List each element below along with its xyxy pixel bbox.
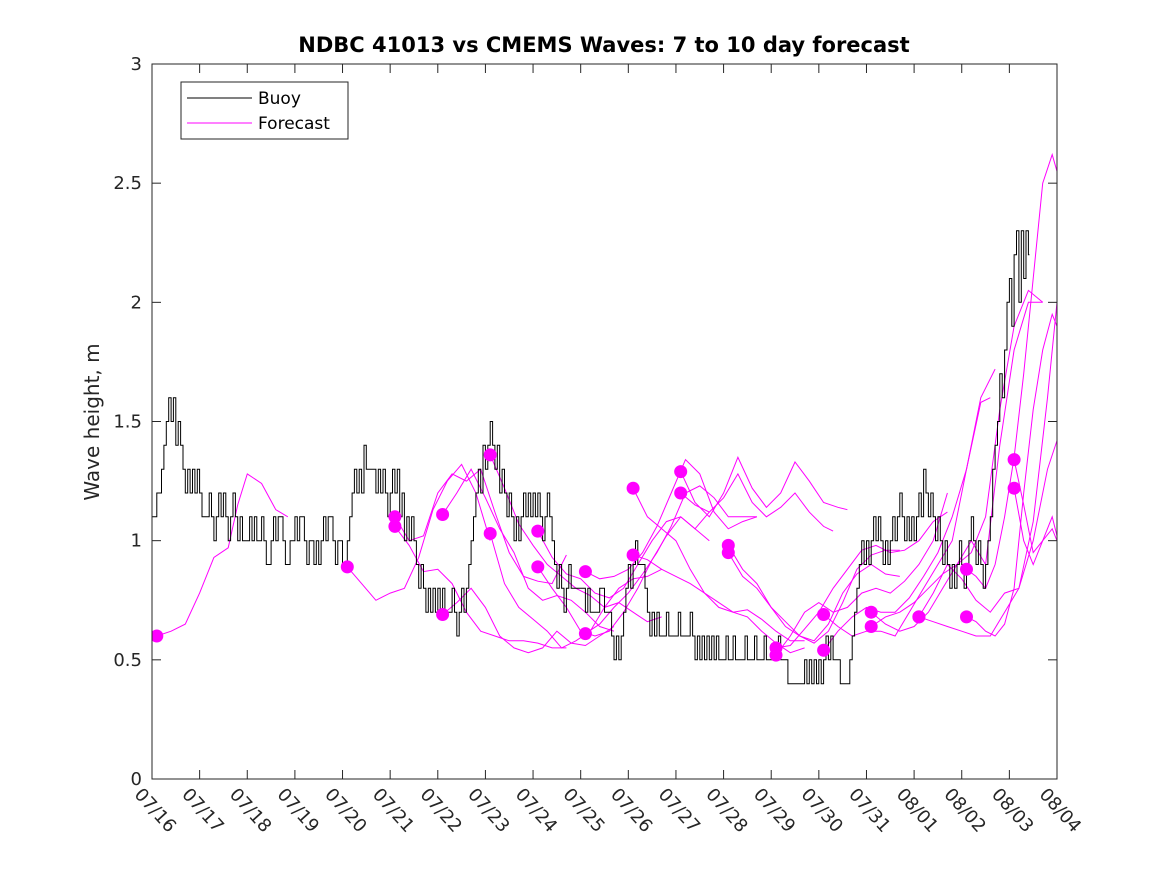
forecast-start-marker-1 <box>152 629 164 643</box>
forecast-start-marker-16 <box>674 486 688 500</box>
forecast-line-29 <box>1013 459 1057 554</box>
plot-area <box>152 152 1057 685</box>
chart-title: NDBC 41013 vs CMEMS Waves: 7 to 10 day f… <box>298 33 909 57</box>
forecast-start-marker-12 <box>578 627 592 641</box>
forecast-start-marker-26 <box>912 610 926 624</box>
legend-forecast-label: Forecast <box>258 114 330 134</box>
forecast-line-13 <box>632 487 805 642</box>
forecast-start-marker-9 <box>531 524 545 538</box>
forecast-start-marker-18 <box>721 546 735 560</box>
forecast-start-marker-3 <box>388 510 402 524</box>
forecast-start-marker-20 <box>769 648 783 662</box>
forecast-start-marker-11 <box>578 565 592 579</box>
forecast-line-15 <box>680 456 848 518</box>
y-tick-label-3: 1.5 <box>113 412 142 433</box>
buoy-series-group <box>152 230 1030 685</box>
forecast-start-marker-8 <box>483 527 497 540</box>
forecast-start-marker-10 <box>531 560 545 574</box>
forecast-line-1 <box>156 473 289 637</box>
forecast-start-marker-15 <box>674 465 688 479</box>
forecast-line-16 <box>680 472 834 532</box>
forecast-line-12 <box>585 485 757 635</box>
forecast-start-marker-5 <box>436 508 450 521</box>
legend-box <box>180 81 349 140</box>
y-tick-label-4: 2 <box>131 292 142 313</box>
buoy-line <box>152 230 1030 685</box>
y-tick-label-6: 3 <box>131 54 142 75</box>
forecast-start-marker-4 <box>388 519 402 533</box>
forecast-line-28 <box>966 312 1057 637</box>
forecast-start-marker-7 <box>483 448 497 462</box>
forecast-start-marker-28 <box>960 610 973 624</box>
forecast-start-marker-22 <box>817 643 831 657</box>
forecast-start-marker-2 <box>340 560 354 574</box>
forecast-start-marker-29 <box>1007 453 1021 467</box>
forecast-line-20 <box>775 492 948 656</box>
forecast-start-marker-30 <box>1007 481 1021 495</box>
legend: Buoy Forecast <box>180 81 349 140</box>
y-tick-label-0: 0 <box>131 769 142 790</box>
forecast-start-marker-21 <box>817 608 831 621</box>
forecast-line-22 <box>823 368 996 651</box>
forecast-start-marker-27 <box>960 562 973 576</box>
forecast-start-marker-24 <box>864 620 878 633</box>
forecast-start-marker-13 <box>626 481 640 495</box>
forecast-line-6 <box>442 587 615 654</box>
forecast-start-marker-23 <box>864 605 878 619</box>
forecast-line-11 <box>585 458 758 580</box>
forecast-line-30 <box>1013 488 1057 566</box>
y-tick-label-5: 2.5 <box>113 173 142 194</box>
forecast-line-26 <box>918 440 1057 637</box>
forecast-start-markers <box>152 448 1021 662</box>
forecast-start-marker-14 <box>626 548 640 562</box>
y-tick-label-2: 1 <box>131 531 142 552</box>
legend-buoy-label: Buoy <box>258 89 301 109</box>
forecast-line-25 <box>918 302 1057 618</box>
y-tick-label-1: 0.5 <box>113 650 142 671</box>
y-axis-label: Wave height, m <box>80 343 104 500</box>
forecast-start-marker-6 <box>436 608 450 621</box>
forecast-line-2 <box>346 463 491 601</box>
